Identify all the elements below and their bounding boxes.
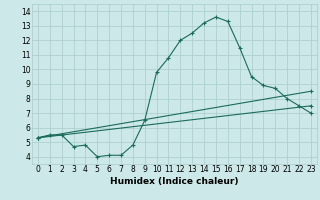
X-axis label: Humidex (Indice chaleur): Humidex (Indice chaleur) [110,177,239,186]
